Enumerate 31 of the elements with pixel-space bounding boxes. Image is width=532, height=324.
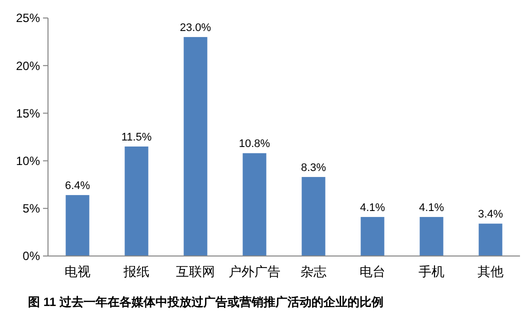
data-label: 4.1%: [418, 202, 444, 214]
data-label: 11.5%: [121, 132, 152, 144]
data-label: 23.0%: [180, 22, 212, 34]
x-tick-label: 手机: [418, 264, 444, 279]
data-label: 3.4%: [478, 208, 504, 221]
bar: [184, 37, 208, 256]
bar: [242, 153, 266, 256]
bar: [302, 176, 326, 256]
x-tick-label: 报纸: [122, 264, 150, 279]
y-tick-label: 20%: [16, 58, 40, 73]
x-tick-label: 户外广告: [228, 264, 280, 279]
data-label: 10.8%: [238, 138, 270, 150]
y-tick-label: 5%: [22, 202, 40, 216]
y-tick-label: 15%: [16, 106, 40, 120]
x-tick-label: 杂志: [300, 264, 326, 279]
x-tick-label: 电台: [360, 264, 386, 279]
x-tick-label: 电视: [64, 264, 90, 279]
bar: [66, 195, 90, 256]
y-tick-label: 10%: [16, 154, 40, 168]
x-tick-label: 互联网: [176, 264, 215, 279]
data-label: 4.1%: [360, 202, 386, 214]
text: 图 11 过去一年在各媒体中投放过广告或营销推广活动的企业的比例: [28, 295, 384, 309]
bar: [360, 216, 384, 256]
bar: [124, 146, 148, 256]
y-tick-label: 25%: [16, 11, 40, 26]
data-label: 8.3%: [300, 162, 326, 174]
x-tick-label: 其他: [478, 264, 504, 279]
bar: [420, 216, 444, 256]
bar: [478, 224, 502, 256]
y-tick-label: 0%: [22, 249, 40, 264]
data-label: 6.4%: [64, 180, 90, 192]
